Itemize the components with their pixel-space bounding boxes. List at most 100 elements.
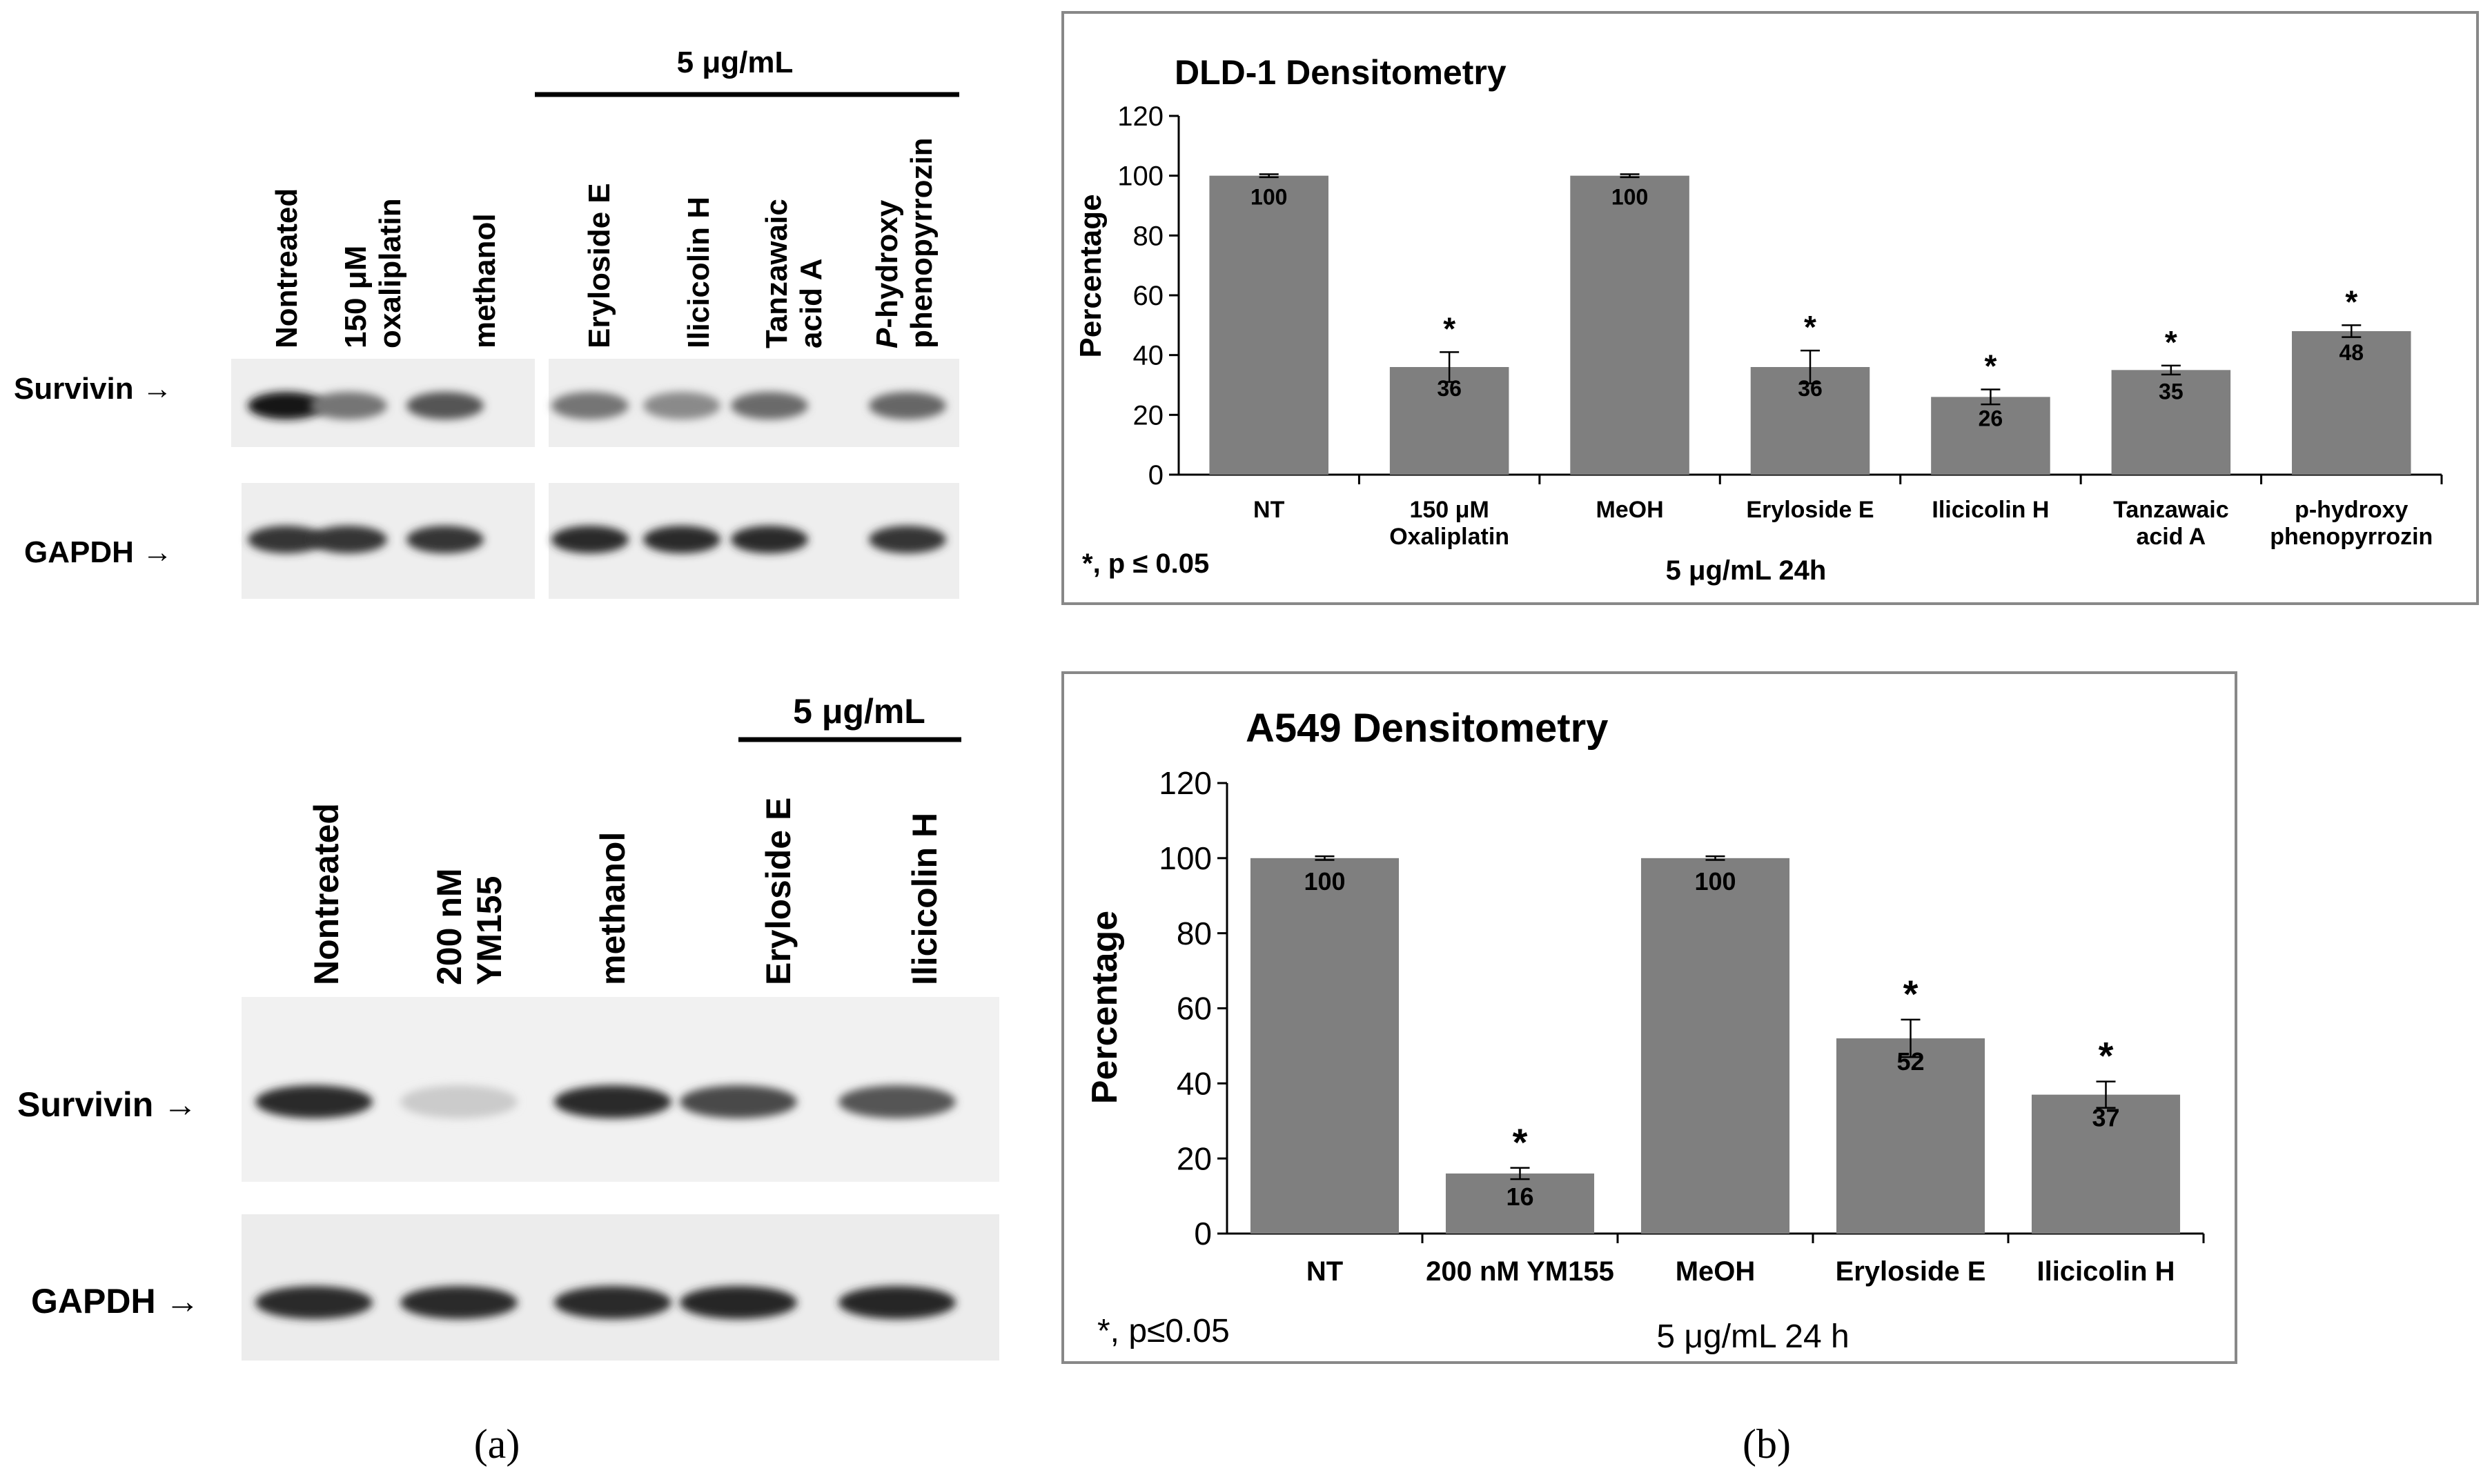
a549-category-label-0: NT: [1306, 1256, 1343, 1287]
a549-bands: [255, 1085, 956, 1319]
dld1-category-label-5-line1: acid A: [2136, 524, 2206, 550]
a549-bar-0: [1250, 858, 1400, 1234]
dld1-bar-0: [1209, 175, 1328, 475]
a549-significance-star-3: *: [1903, 972, 1919, 1016]
a549-bar-1: [1445, 1173, 1595, 1234]
a549-category-label-4: Ilicicolin H: [2037, 1256, 2175, 1287]
a549-y-tick-label-5: 100: [1159, 840, 1212, 876]
dld1-lane-label-nontreated: Nontreated: [270, 188, 304, 348]
dld1-significance-star-5: *: [2165, 324, 2177, 360]
dld1-chart: DLD-1 Densitometry Percentage 0 20 40 60 80 1…: [1061, 11, 2479, 605]
a549-y-tick-label-2: 40: [1177, 1065, 1212, 1101]
dld1-band-row1-lane6: [869, 526, 946, 553]
a549-data-label-2: 100: [1694, 867, 1736, 896]
dld1-data-label-2: 100: [1611, 185, 1648, 210]
a549-category-label-2: MeOH: [1676, 1256, 1756, 1287]
dld1-lane-label-phydroxy-line2: phenopyrrozin: [905, 137, 939, 348]
dld1-category-label-1-line1: Oxaliplatin: [1389, 524, 1509, 550]
dld1-data-label-0: 100: [1250, 185, 1287, 210]
dld1-band-row1-lane2: [406, 526, 484, 553]
a549-lane-label-ym155-line1: 200 nM: [430, 868, 469, 985]
dld1-lane-labels: Nontreated 150 μM oxaliplatin methanol E…: [270, 137, 939, 348]
dld1-lane-label-oxaliplatin: 150 μM oxaliplatin: [339, 198, 407, 348]
dld1-data-label-6: 48: [2339, 340, 2364, 365]
a549-blot-group-label: 5 μg/mL: [793, 692, 925, 731]
a549-blot: 5 μg/mL Nontreated 200 nM YM155 methanol…: [17, 692, 999, 1361]
a549-band-row1-lane2: [554, 1286, 671, 1319]
dld1-category-label-6-line0: p-hydroxy: [2295, 497, 2408, 523]
a549-y-tick-label-4: 80: [1177, 916, 1212, 951]
dld1-band-row1-lane4: [643, 526, 720, 553]
a549-significance-star-4: *: [2099, 1034, 2114, 1078]
a549-data-label-1: 16: [1506, 1183, 1533, 1211]
a549-y-tick-label-1: 20: [1177, 1140, 1212, 1176]
dld1-band-row0-lane2: [406, 392, 484, 419]
a549-band-row0-lane4: [838, 1085, 956, 1118]
dld1-bar-1: [1389, 367, 1509, 475]
dld1-y-tick-label-1: 20: [1133, 400, 1164, 431]
dld1-lane-label-ilicicolin: Ilicicolin H: [682, 197, 716, 348]
dld1-lane-label-eryloside: Eryloside E: [582, 183, 616, 348]
a549-lane-label-ilicicolin: Ilicicolin H: [905, 813, 944, 985]
dld1-bands: [248, 392, 946, 553]
panel-label-b: (b): [1743, 1421, 1791, 1467]
dld1-category-label-5: Tanzawaic acid A: [2113, 497, 2229, 550]
a549-band-row0-lane2: [554, 1085, 671, 1118]
dld1-band-row0-lane1: [310, 392, 387, 419]
dld1-bar-5: [2111, 370, 2231, 475]
dld1-row-label-survivin: Survivin →: [14, 372, 173, 406]
a549-band-row1-lane3: [680, 1286, 797, 1319]
dld1-band-row1-lane3: [551, 526, 629, 553]
a549-band-row1-lane0: [255, 1286, 373, 1319]
dld1-significance-star-6: *: [2345, 284, 2357, 319]
dld1-category-label-1: 150 μM Oxaliplatin: [1389, 497, 1509, 550]
dld1-category-label-5-line0: Tanzawaic: [2113, 497, 2229, 523]
a549-category-label-3: Eryloside E: [1836, 1256, 1986, 1287]
dld1-data-label-4: 26: [1979, 406, 2003, 431]
dld1-lane-label-tanzawaic-line1: Tanzawaic: [760, 199, 794, 348]
dld1-significance-star-4: *: [1984, 348, 1996, 384]
dld1-data-label-1: 36: [1437, 376, 1462, 401]
dld1-y-tick-label-5: 100: [1117, 161, 1164, 192]
dld1-significance-star-3: *: [1804, 309, 1816, 345]
dld1-category-label-3: Eryloside E: [1746, 497, 1874, 523]
dld1-band-row0-lane0: [248, 392, 325, 419]
dld1-band-row0-lane3: [551, 392, 629, 419]
dld1-band-row0-lane5: [731, 392, 808, 419]
a549-row-label-gapdh: GAPDH →: [31, 1282, 199, 1320]
dld1-y-tick-label-4: 80: [1133, 221, 1164, 251]
dld1-category-label-6: p-hydroxy phenopyrrozin: [2270, 497, 2433, 550]
a549-data-label-0: 100: [1304, 867, 1345, 896]
dld1-chart-axes: 0 20 40 60 80 100 120 100 NT 36 * 150 μM Oxaliplatin…: [1117, 101, 2443, 550]
a549-band-row0-lane3: [680, 1085, 797, 1118]
dld1-band-row0-lane6: [869, 392, 946, 419]
dld1-band-row1-lane0: [248, 526, 325, 553]
a549-y-tick-label-6: 120: [1159, 765, 1212, 801]
a549-band-row1-lane4: [838, 1286, 956, 1319]
dld1-lane-label-methanol: methanol: [468, 213, 502, 348]
dld1-blot-group-label: 5 μg/mL: [677, 46, 794, 79]
a549-lane-label-ym155-line2: YM155: [470, 876, 509, 985]
dld1-chart-footnote: *, p ≤ 0.05: [1082, 548, 1209, 579]
dld1-bar-3: [1750, 367, 1870, 475]
a549-lane-label-ym155: 200 nM YM155: [430, 868, 509, 985]
a549-chart-xlabel: 5 μg/mL 24 h: [1656, 1318, 1849, 1355]
dld1-chart-title: DLD-1 Densitometry: [1175, 53, 1507, 92]
dld1-category-label-1-line0: 150 μM: [1409, 497, 1489, 523]
dld1-band-row1-lane1: [310, 526, 387, 553]
a549-y-tick-label-0: 0: [1194, 1216, 1212, 1251]
dld1-lane-label-tanzawaic: Tanzawaic acid A: [760, 199, 828, 348]
dld1-bar-6: [2292, 331, 2411, 475]
a549-lane-label-methanol: methanol: [593, 832, 632, 985]
dld1-category-label-2: MeOH: [1596, 497, 1663, 523]
a549-band-row1-lane1: [400, 1286, 518, 1319]
a549-chart-ylabel: Percentage: [1085, 911, 1125, 1104]
a549-lane-labels: Nontreated 200 nM YM155 methanol Erylosi…: [307, 798, 944, 985]
dld1-chart-xlabel: 5 μg/mL 24h: [1666, 555, 1827, 586]
dld1-lane-label-tanzawaic-line2: acid A: [794, 259, 828, 348]
a549-chart-footnote: *, p≤0.05: [1097, 1313, 1230, 1349]
dld1-row-label-gapdh: GAPDH →: [24, 535, 173, 569]
dld1-y-tick-label-6: 120: [1117, 101, 1164, 132]
dld1-y-tick-label-0: 0: [1148, 460, 1164, 491]
dld1-lane-label-oxaliplatin-line1: 150 μM: [339, 246, 373, 348]
